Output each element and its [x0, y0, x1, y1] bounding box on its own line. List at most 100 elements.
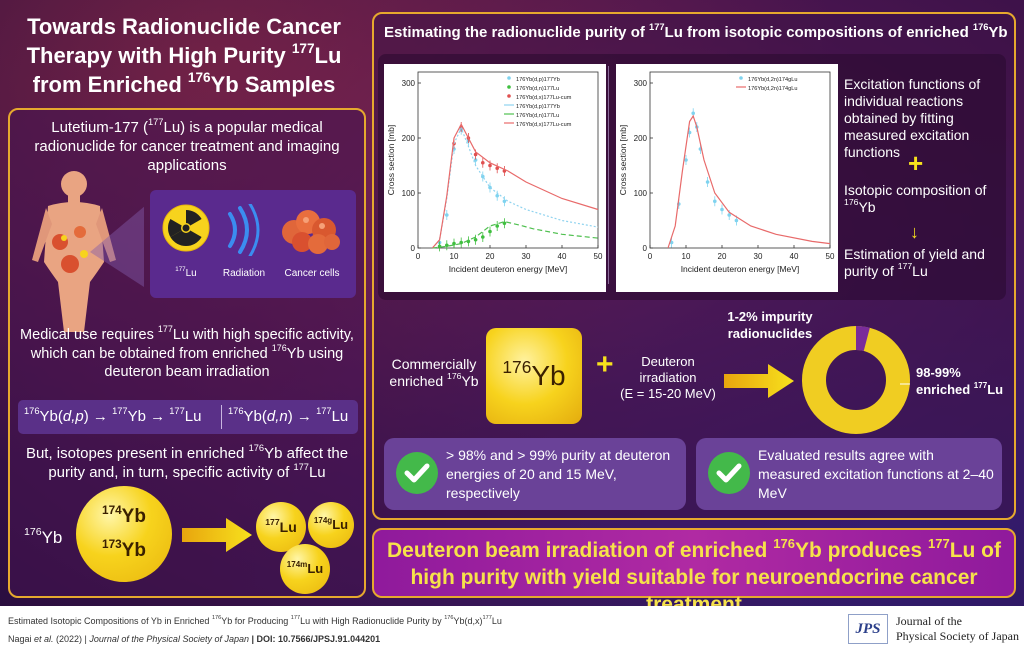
legend-swatch — [507, 85, 511, 89]
journal-name: Journal of the Physical Society of Japan — [896, 614, 1019, 643]
check-icon — [396, 452, 438, 494]
human-body-illustration — [32, 171, 144, 332]
lu177-ball: 177Lu — [256, 502, 306, 552]
enriched-lu-label: 98-99% enriched 177Lu — [916, 365, 1004, 397]
y-tick-label: 200 — [402, 134, 416, 143]
legend-swatch — [507, 94, 511, 98]
data-point — [473, 237, 478, 242]
data-point — [713, 199, 717, 204]
down-arrow-icon: ↓ — [910, 222, 919, 242]
plot-frame — [417, 71, 599, 249]
x-axis-label: Incident deuteron energy [MeV] — [449, 264, 568, 274]
yb-isotopes-ball: 174Yb 173Yb — [76, 486, 172, 582]
data-point — [502, 199, 507, 204]
data-point — [495, 166, 499, 171]
flow-step-3: Estimation of yield and purity of 177Lu — [844, 246, 985, 279]
x-tick-label: 50 — [594, 252, 603, 261]
lu174m-ball: 174mLu — [280, 544, 330, 594]
plot-background — [384, 64, 606, 292]
plots-area: 0 10 20 30 40 50 0 100 200 300 Incident deuteron e… — [378, 54, 1006, 300]
x-tick-label: 40 — [790, 252, 799, 261]
legend-label: 176Yb(d,x)177Lu-cum — [516, 122, 572, 128]
data-point — [734, 218, 739, 223]
right-panel-title: Estimating the radionuclide purity of 17… — [384, 22, 1008, 41]
series-line — [432, 220, 599, 249]
reaction-equations: 176Yb(d,p) → 177Yb → 177Lu 176Yb(d,n) → … — [18, 400, 358, 434]
x-axis-label: Incident deuteron energy [MeV] — [681, 264, 800, 274]
cancer-cells-icon — [282, 210, 340, 254]
data-point — [445, 213, 449, 217]
y-tick-label: 300 — [634, 79, 648, 88]
data-point — [495, 224, 499, 228]
legend-label: 176Yb(d,n)177Lu — [516, 86, 559, 92]
reaction-divider — [221, 405, 222, 429]
data-point — [473, 158, 478, 162]
y-tick-label: 100 — [402, 189, 416, 198]
data-point — [684, 158, 688, 162]
legend-label: 176Yb(d,2n)174gLu — [748, 86, 797, 92]
excitation-function-chart-2: 0 10 20 30 40 50 0 100 200 300 Incident deuteron e… — [616, 64, 838, 292]
data-point — [481, 160, 485, 165]
data-point — [445, 243, 449, 248]
result-card-1: > 98% and > 99% purity at deuteron energ… — [384, 438, 686, 510]
y-axis-label: Cross section [mb] — [386, 125, 396, 195]
x-tick-label: 0 — [648, 252, 653, 261]
impurity-label: 1-2% impurity radionuclides — [727, 309, 813, 341]
lu174g-ball: 174gLu — [308, 502, 354, 548]
excitation-function-chart-1: 0 10 20 30 40 50 0 100 200 300 Incident deuteron e… — [384, 64, 606, 292]
result-card-2-text: Evaluated results agree with measured ex… — [758, 447, 994, 501]
conclusion-banner: Deuteron beam irradiation of enriched 17… — [372, 528, 1016, 606]
data-point — [691, 111, 695, 116]
plot-background — [616, 64, 838, 292]
data-point — [437, 244, 442, 249]
poster: Towards Radionuclide Cancer Therapy with… — [0, 0, 1024, 606]
x-tick-label: 10 — [450, 252, 459, 261]
check-icon — [708, 452, 750, 494]
data-point — [481, 235, 485, 239]
right-panel: Estimating the radionuclide purity of 17… — [372, 12, 1016, 520]
series-line — [667, 114, 831, 249]
yb176-block: 176Yb — [486, 328, 582, 424]
legend-label: 176Yb(d,n)177Lu — [516, 113, 559, 119]
x-tick-label: 0 — [416, 252, 421, 261]
result-card-2: Evaluated results agree with measured ex… — [696, 438, 1002, 510]
poster-title: Towards Radionuclide Cancer Therapy with… — [26, 14, 342, 97]
treatment-icons-card: 177Lu Radiation Cancer cells — [150, 190, 356, 298]
citation-reference: Nagai et al. (2022) | Journal of the Phy… — [8, 634, 381, 644]
legend-label: 176Yb(d,p)177Yb — [516, 77, 560, 83]
isotope-impact-text: But, isotopes present in enriched 176Yb … — [25, 443, 349, 481]
result-card-1-text: > 98% and > 99% purity at deuteron energ… — [446, 447, 671, 501]
y-tick-label: 300 — [402, 79, 416, 88]
process-arrow-icon — [724, 364, 794, 398]
data-point — [473, 152, 478, 157]
reaction-dp: 176Yb(d,p) → 177Yb → 177Lu — [24, 406, 202, 425]
y-tick-label: 200 — [634, 134, 648, 143]
plus-icon: + — [908, 148, 924, 178]
x-tick-label: 40 — [558, 252, 567, 261]
purity-donut-chart — [802, 325, 910, 434]
legend-label: 176Yb(d,p)177Yb — [516, 104, 560, 110]
jps-logo: JPS — [848, 614, 888, 644]
legend-swatch — [507, 76, 511, 80]
legend-swatch — [739, 76, 743, 80]
cancer-cells-label: Cancer cells — [284, 268, 340, 279]
yb173-label: 173Yb — [102, 537, 146, 561]
deuteron-irradiation-label: Deuteron irradiation (E = 15-20 MeV) — [620, 354, 716, 401]
data-point — [705, 180, 710, 184]
x-tick-label: 20 — [486, 252, 495, 261]
flow-step-1: Excitation functions of individual react… — [844, 76, 981, 160]
plus-sign-icon: + — [596, 348, 614, 381]
plots-divider — [608, 66, 609, 284]
y-tick-label: 0 — [411, 244, 416, 253]
x-tick-label: 50 — [826, 252, 835, 261]
citation-title: Estimated Isotopic Compositions of Yb in… — [8, 615, 502, 626]
x-tick-label: 30 — [754, 252, 763, 261]
radiation-label: Radiation — [222, 268, 266, 279]
y-tick-label: 0 — [643, 244, 648, 253]
data-point — [488, 163, 492, 168]
left-panel: Lutetium-177 (177Lu) is a popular medica… — [8, 108, 366, 598]
intro-text: Lutetium-177 (177Lu) is a popular medica… — [34, 117, 340, 174]
data-point — [502, 221, 507, 226]
flow-step-2: Isotopic composition of 176Yb — [844, 182, 987, 215]
series-line — [431, 123, 599, 249]
